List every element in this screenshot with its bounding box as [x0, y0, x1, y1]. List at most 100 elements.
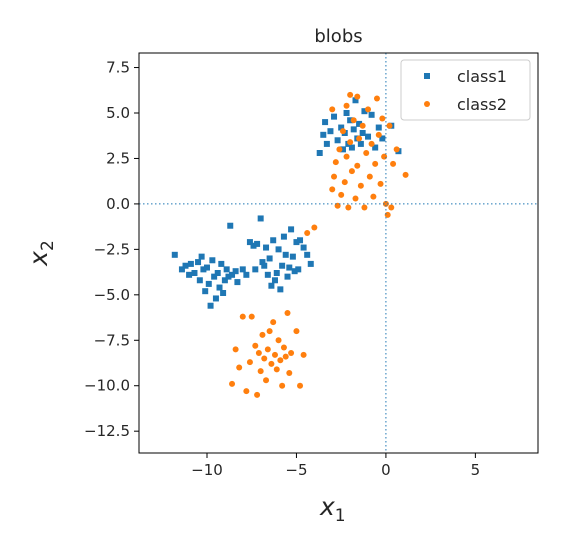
plot-frame	[138, 52, 539, 454]
chart-title: blobs	[314, 26, 362, 47]
point-class1-59	[307, 260, 314, 267]
point-class1-65	[331, 113, 338, 120]
point-class1-36	[261, 262, 268, 269]
point-class1-83	[372, 144, 379, 151]
point-class2-36	[332, 159, 339, 166]
point-class2-28	[293, 328, 300, 335]
point-class1-57	[300, 244, 307, 251]
point-class2-47	[348, 168, 355, 175]
point-class2-33	[329, 186, 336, 193]
point-class1-72	[347, 117, 354, 124]
y-axis-label: x2	[24, 240, 58, 267]
point-class2-44	[345, 204, 352, 211]
point-class1-22	[223, 266, 230, 273]
point-class2-41	[341, 179, 348, 186]
point-class2-50	[354, 162, 361, 169]
point-class1-5	[191, 270, 198, 276]
point-class1-10	[202, 288, 209, 295]
point-class2-16	[268, 360, 275, 367]
point-class1-48	[282, 251, 289, 258]
point-class2-29	[297, 382, 304, 389]
point-class1-55	[295, 266, 302, 273]
point-class1-2	[182, 262, 189, 269]
point-class1-40	[268, 282, 275, 289]
point-class1-74	[350, 126, 357, 133]
point-class2-30	[300, 351, 307, 358]
y-tick-label: 0.0	[106, 195, 130, 213]
point-class2-27	[288, 350, 295, 356]
point-class2-35	[331, 173, 338, 180]
point-class1-1	[178, 266, 185, 273]
point-class1-33	[254, 240, 261, 247]
point-class2-49	[352, 195, 359, 202]
point-class1-18	[216, 284, 223, 291]
point-class2-64	[377, 180, 384, 187]
y-tick-label: 7.5	[106, 59, 130, 77]
point-class2-0	[229, 380, 236, 387]
point-class1-25	[229, 271, 236, 278]
y-tick-label: −5.0	[94, 286, 130, 304]
legend-label-class1: class1	[457, 67, 507, 86]
point-class1-12	[205, 280, 212, 287]
point-class1-61	[320, 131, 327, 138]
point-class2-56	[363, 150, 370, 156]
point-class2-54	[359, 122, 366, 129]
point-class1-51	[288, 226, 295, 233]
x-axis-label-subscript: 1	[335, 506, 346, 526]
point-class2-73	[402, 171, 409, 178]
point-class1-85	[379, 135, 386, 142]
point-class2-67	[382, 200, 389, 207]
point-class1-66	[334, 137, 341, 144]
point-class2-22	[279, 382, 286, 389]
point-class1-50	[286, 264, 293, 271]
point-class1-81	[365, 133, 372, 140]
point-class1-47	[280, 233, 287, 240]
point-class1-49	[284, 273, 291, 280]
legend: class1 class2	[400, 59, 531, 121]
point-class2-72	[393, 146, 400, 153]
y-axis-label-subscript: 2	[38, 240, 58, 251]
point-class2-55	[361, 204, 368, 211]
point-class2-7	[252, 342, 259, 349]
point-class2-31	[304, 230, 311, 236]
y-tick-label: 5.0	[106, 104, 130, 122]
point-class2-58	[366, 173, 373, 180]
point-class2-60	[370, 193, 377, 200]
point-class2-39	[338, 191, 345, 198]
point-class1-80	[361, 108, 368, 115]
point-class1-68	[339, 146, 346, 153]
point-class2-42	[343, 153, 350, 160]
point-class1-56	[297, 237, 304, 244]
point-class1-7	[196, 277, 203, 284]
point-class1-45	[277, 286, 284, 293]
point-class1-84	[375, 124, 382, 131]
point-class2-1	[232, 346, 239, 353]
point-class2-48	[350, 117, 357, 124]
point-class2-19	[273, 366, 280, 373]
point-class1-15	[211, 273, 218, 280]
point-class2-12	[261, 355, 268, 362]
point-class1-46	[279, 262, 286, 269]
point-class2-34	[329, 106, 336, 113]
point-class1-43	[273, 270, 280, 276]
point-class1-26	[232, 268, 239, 275]
point-class1-32	[252, 266, 259, 273]
legend-label-class2: class2	[457, 95, 507, 114]
point-class2-21	[277, 357, 284, 364]
point-class1-11	[203, 264, 210, 271]
point-class2-8	[254, 391, 261, 398]
point-class1-70	[343, 110, 350, 116]
point-class1-19	[218, 260, 225, 267]
point-class2-65	[379, 115, 386, 122]
x-tick-label: −10	[191, 461, 223, 479]
point-class1-30	[246, 239, 253, 246]
data-markers	[171, 91, 409, 398]
y-tick-label: 2.5	[106, 149, 130, 167]
point-class1-17	[214, 270, 221, 276]
point-class1-3	[186, 271, 193, 278]
point-class2-46	[347, 91, 354, 98]
point-class2-24	[282, 353, 289, 360]
point-class2-20	[275, 337, 282, 344]
point-class2-6	[248, 313, 255, 320]
point-class2-11	[259, 331, 266, 338]
